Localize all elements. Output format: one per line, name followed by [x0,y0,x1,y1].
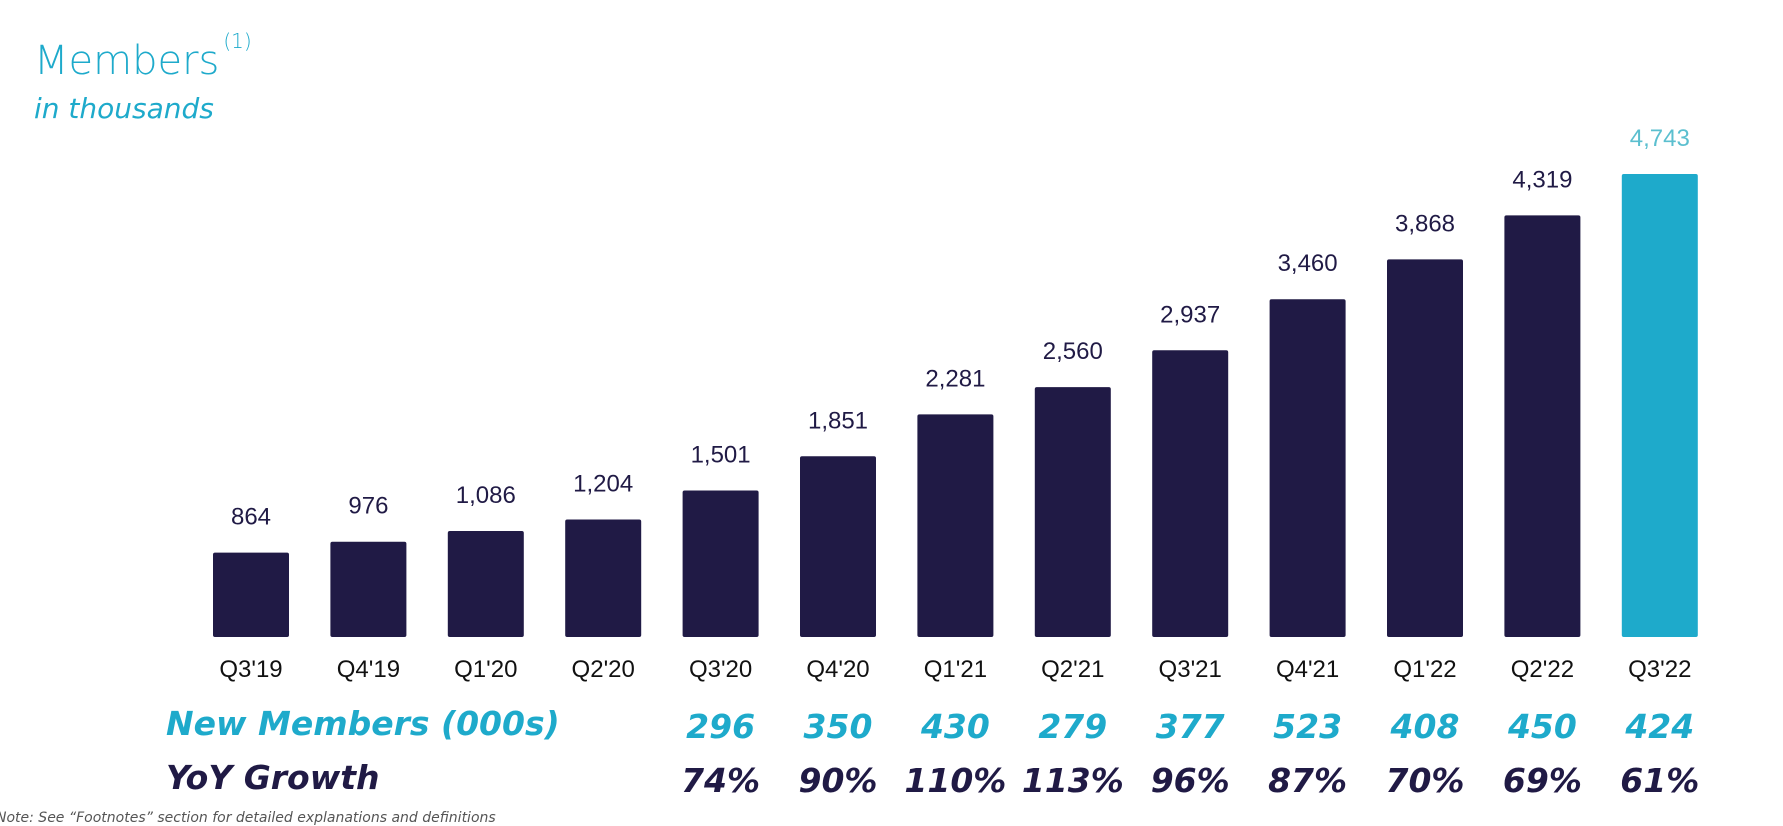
new-members-value: 523 [1273,707,1342,746]
data-label: 2,281 [925,365,985,392]
yoy-growth-value: 87% [1268,761,1347,800]
new-members-value: 450 [1507,707,1577,746]
bar [330,541,407,637]
new-members-value: 377 [1156,707,1225,746]
data-label: 1,851 [808,407,868,434]
data-label: 1,204 [573,470,633,497]
new-members-value: 424 [1624,707,1694,746]
bar [213,552,289,637]
x-tick-label: Q3'20 [689,656,752,683]
data-label: 2,560 [1043,338,1103,365]
yoy-growth-value: 90% [799,761,878,800]
data-label: 4,743 [1630,125,1690,152]
x-tick-label: Q1'21 [924,656,987,683]
new-members-value: 430 [920,707,990,746]
data-label: 4,319 [1512,166,1572,193]
chart-subtitle: in thousands [34,92,214,125]
data-label: 3,868 [1395,210,1455,237]
x-tick-label: Q3'22 [1628,656,1691,683]
new-members-value: 408 [1390,707,1460,746]
bar [1152,350,1229,637]
data-label: 864 [231,504,271,531]
bar [1269,299,1346,637]
title-text: Members [34,38,220,84]
bar [800,456,876,637]
x-tick-label: Q1'22 [1393,656,1456,683]
bar [1621,174,1698,637]
yoy-growth-value: 74% [681,761,760,800]
chart-title: Members (1) [34,29,252,84]
yoy-growth-value: 70% [1386,761,1465,800]
new-members-row-label: New Members (000s) [166,704,560,743]
title-footnote-marker: (1) [223,28,252,53]
bar [1034,387,1111,637]
bar [917,414,994,637]
yoy-growth-value: 110% [904,761,1006,800]
x-tick-label: Q2'21 [1041,656,1104,683]
x-tick-label: Q2'22 [1511,656,1574,683]
x-tick-label: Q1'20 [454,656,517,683]
x-tick-label: Q4'21 [1276,656,1339,683]
x-tick-label: Q3'21 [1159,656,1222,683]
x-tick-label: Q4'19 [337,656,400,683]
x-tick-label: Q4'20 [806,656,869,683]
new-members-value: 296 [686,707,755,746]
bar [447,530,524,637]
bar [682,490,759,637]
data-label: 2,937 [1160,301,1220,328]
data-label: 1,501 [691,441,751,468]
footnote: Note: See “Footnotes” section for detail… [0,810,496,826]
x-tick-label: Q3'19 [219,656,282,683]
yoy-growth-value: 96% [1151,761,1230,800]
new-members-value: 279 [1038,707,1107,746]
yoy-growth-row-label: YoY Growth [166,758,380,797]
bar [565,519,642,637]
data-label: 976 [348,493,388,520]
new-members-value: 350 [804,707,873,746]
bar [1387,259,1463,637]
x-tick-label: Q2'20 [572,656,635,683]
yoy-growth-value: 69% [1503,761,1582,800]
bar [1504,215,1581,637]
data-label: 3,460 [1278,250,1338,277]
data-label: 1,086 [456,482,516,509]
yoy-growth-value: 113% [1022,761,1124,800]
yoy-growth-value: 61% [1620,761,1699,800]
